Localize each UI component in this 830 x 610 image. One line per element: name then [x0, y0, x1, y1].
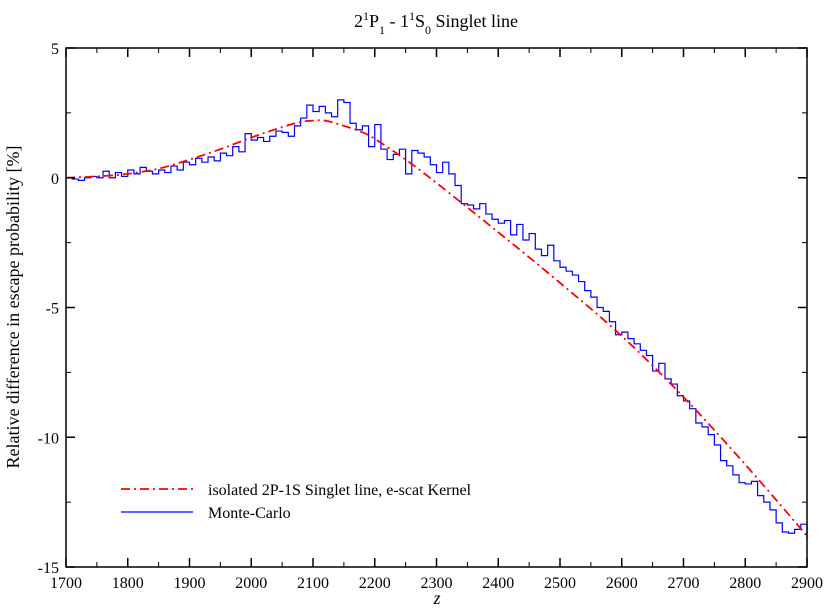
series-line-model [65, 119, 808, 537]
x-tick-label: 2600 [606, 575, 638, 592]
y-tick-label: -15 [38, 560, 59, 577]
chart-title-part: P [369, 11, 379, 31]
chart-title-part: S [415, 11, 425, 31]
chart-title-part: 1 [363, 9, 369, 23]
x-tick-label: 2000 [235, 575, 267, 592]
x-axis-label: z [432, 588, 440, 608]
chart-title-part: 1 [409, 9, 415, 23]
x-tick-label: 2300 [421, 575, 453, 592]
y-tick-label: -5 [46, 301, 59, 318]
chart-title-part: 2 [354, 11, 363, 31]
series-line-monte-carlo [66, 99, 808, 539]
y-axis-label: Relative difference in escape probabilit… [3, 145, 23, 468]
chart-title: 21P1 - 11S0 Singlet line [354, 9, 518, 37]
chart-title-part: Singlet line [431, 11, 518, 31]
x-tick-label: 1800 [112, 575, 144, 592]
y-tick-label: 0 [51, 171, 59, 188]
chart-title-part: 0 [425, 23, 431, 37]
legend-label-monte-carlo: Monte-Carlo [208, 505, 291, 522]
x-tick-label: 1700 [50, 575, 82, 592]
plot-area [65, 99, 808, 539]
y-tick-label: -10 [38, 430, 59, 447]
x-tick-label: 2200 [359, 575, 391, 592]
x-tick-label: 1900 [174, 575, 206, 592]
x-tick-label: 2500 [544, 575, 576, 592]
x-tick-label: 2400 [482, 575, 514, 592]
chart-title-part: 1 [379, 23, 385, 37]
x-tick-label: 2100 [297, 575, 329, 592]
x-tick-label: 2700 [668, 575, 700, 592]
x-tick-label: 2800 [729, 575, 761, 592]
axes: 1700 1800 1900 2000 2100 2200 2300 2400 2500 2600… [38, 41, 823, 592]
x-tick-label: 2900 [791, 575, 823, 592]
legend: isolated 2P-1S Singlet line, e-scat Kern… [121, 482, 472, 522]
y-tick-label: 5 [51, 41, 59, 58]
chart-title-part: - 1 [385, 11, 409, 31]
legend-label-model: isolated 2P-1S Singlet line, e-scat Kern… [208, 482, 472, 499]
